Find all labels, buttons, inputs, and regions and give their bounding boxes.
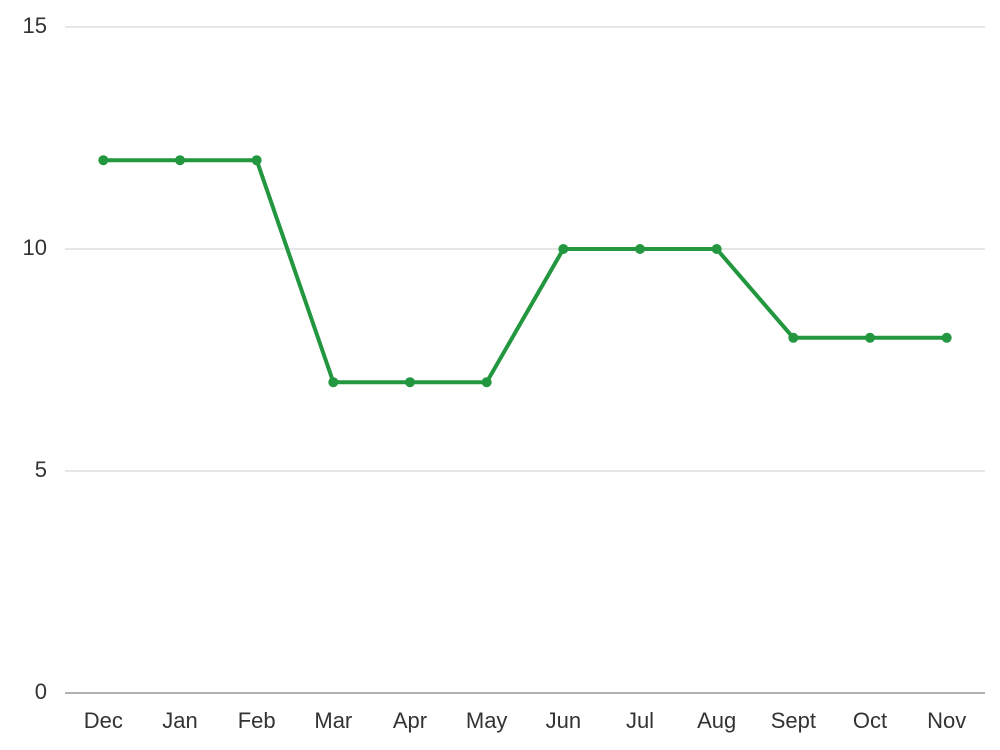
x-tick-label: Oct bbox=[853, 708, 887, 733]
x-tick-label: Mar bbox=[314, 708, 352, 733]
x-tick-label: Jan bbox=[162, 708, 197, 733]
x-tick-label: Apr bbox=[393, 708, 427, 733]
data-point bbox=[328, 377, 339, 388]
x-tick-label: Jul bbox=[626, 708, 654, 733]
data-point bbox=[788, 332, 799, 343]
y-tick-label: 5 bbox=[35, 457, 47, 482]
x-tick-label: Sept bbox=[771, 708, 816, 733]
x-tick-label: Dec bbox=[84, 708, 123, 733]
y-tick-label: 10 bbox=[23, 235, 47, 260]
x-tick-label: Jun bbox=[546, 708, 581, 733]
data-point bbox=[558, 244, 569, 254]
y-tick-label: 0 bbox=[35, 679, 47, 704]
data-point bbox=[405, 377, 415, 388]
x-tick-label: Nov bbox=[927, 708, 966, 733]
x-tick-label: Aug bbox=[697, 708, 736, 733]
data-point bbox=[711, 244, 722, 254]
data-line bbox=[103, 158, 947, 385]
x-tick-label: May bbox=[466, 708, 508, 733]
data-point bbox=[635, 244, 645, 254]
data-point bbox=[941, 332, 952, 343]
y-tick-label: 15 bbox=[23, 13, 47, 38]
data-point bbox=[175, 155, 185, 166]
data-point bbox=[481, 377, 492, 388]
data-point bbox=[865, 332, 875, 343]
x-tick-label: Feb bbox=[238, 708, 276, 733]
data-point bbox=[98, 155, 109, 166]
data-point bbox=[251, 155, 262, 166]
